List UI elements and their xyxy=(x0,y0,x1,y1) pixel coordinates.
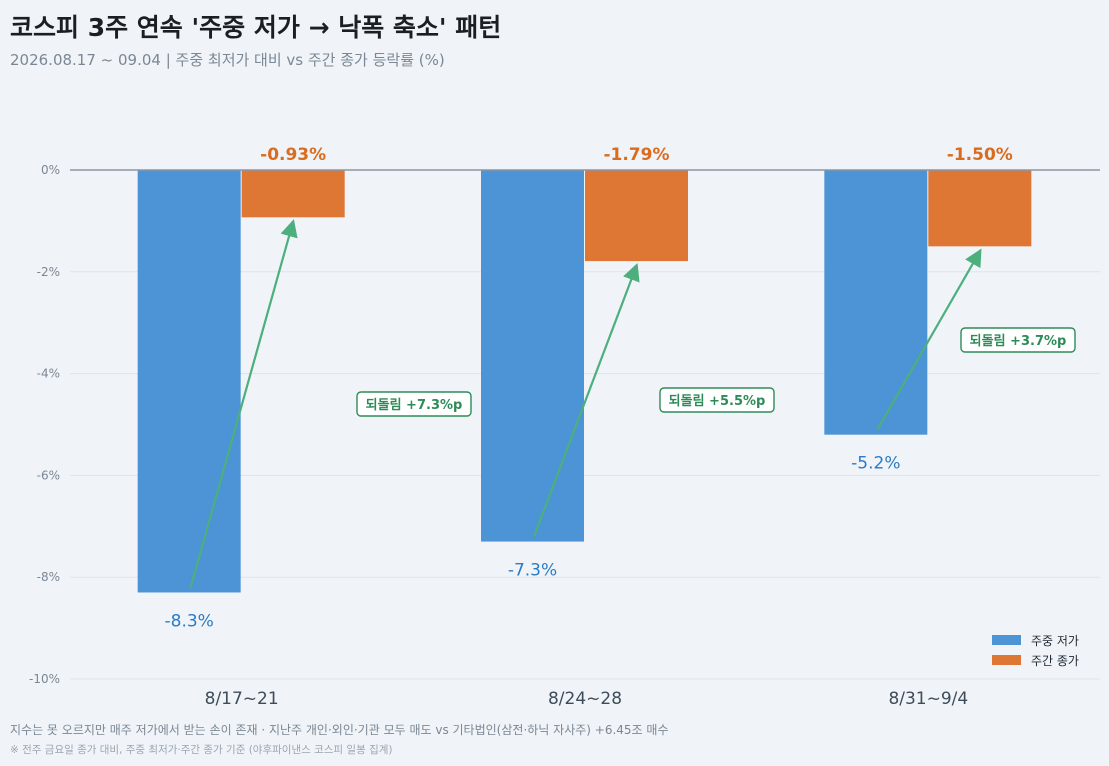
legend-label-close: 주간 종가 xyxy=(1031,653,1079,668)
y-tick-label: -6% xyxy=(37,468,60,482)
legend-item-low: 주중 저가 xyxy=(992,630,1079,650)
y-tick-label: -2% xyxy=(37,265,60,279)
bar-low-label: -5.2% xyxy=(851,454,900,474)
legend-swatch-low xyxy=(992,635,1021,645)
bar-close-label: -1.50% xyxy=(947,145,1013,165)
legend-item-close: 주간 종가 xyxy=(992,650,1079,670)
bar-low-label: -8.3% xyxy=(165,611,214,631)
rebound-arrow xyxy=(876,248,982,431)
bar-close xyxy=(928,170,1032,247)
bar-low xyxy=(824,170,928,435)
rebound-annotation-box xyxy=(356,391,472,417)
bar-close-label: -1.79% xyxy=(603,145,669,165)
y-tick-label: -10% xyxy=(29,672,60,686)
rebound-arrow xyxy=(532,262,640,537)
bar-close xyxy=(585,170,688,262)
rebound-annotation-label: 되돌림 +3.7%p xyxy=(970,333,1067,349)
footnote-source: ※ 전주 금요일 종가 대비, 주중 최저가·주간 종가 기준 (야후파이낸스 … xyxy=(10,744,393,756)
y-tick-label: -8% xyxy=(37,570,60,584)
bar-low xyxy=(481,170,584,542)
x-tick-label: 8/17~21 xyxy=(205,689,279,709)
footnote-main: 지수는 못 오르지만 매주 저가에서 받는 손이 존재 · 지난주 개인·외인·… xyxy=(10,723,669,737)
rebound-annotation-box xyxy=(659,387,775,413)
legend: 주중 저가 주간 종가 xyxy=(992,630,1079,670)
x-tick-label: 8/31~9/4 xyxy=(888,689,968,709)
rebound-annotation-label: 되돌림 +5.5%p xyxy=(669,393,766,409)
rebound-annotation-box xyxy=(960,327,1076,353)
legend-swatch-close xyxy=(992,655,1021,665)
bar-close-label: -0.93% xyxy=(260,145,326,165)
chart-title: 코스피 3주 연속 '주중 저가 → 낙폭 축소' 패턴 xyxy=(10,13,502,42)
rebound-annotation-label: 되돌림 +7.3%p xyxy=(366,397,463,413)
x-tick-label: 8/24~28 xyxy=(548,689,622,709)
y-tick-label: -4% xyxy=(37,367,60,381)
bar-low-label: -7.3% xyxy=(508,561,557,581)
legend-label-low: 주중 저가 xyxy=(1031,633,1079,648)
y-tick-label: 0% xyxy=(41,163,60,177)
rebound-arrow xyxy=(189,219,298,588)
bar-close xyxy=(241,170,345,218)
chart-subtitle: 2026.08.17 ~ 09.04 | 주중 최저가 대비 vs 주간 종가 … xyxy=(10,51,445,69)
bar-low xyxy=(137,170,241,593)
